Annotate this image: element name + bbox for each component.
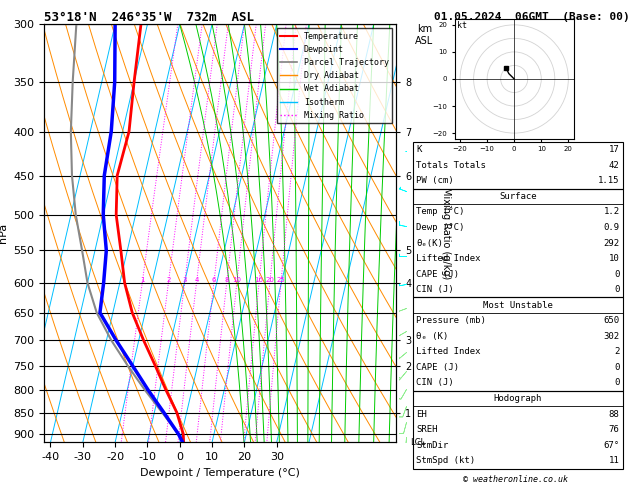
- Text: 302: 302: [603, 332, 620, 341]
- Text: 3: 3: [182, 277, 187, 283]
- Text: 2: 2: [166, 277, 170, 283]
- Text: 01.05.2024  06GMT  (Base: 00): 01.05.2024 06GMT (Base: 00): [433, 12, 629, 22]
- Text: Lifted Index: Lifted Index: [416, 254, 481, 263]
- Text: Lifted Index: Lifted Index: [416, 347, 481, 356]
- Text: Temp (°C): Temp (°C): [416, 208, 465, 216]
- Text: StmSpd (kt): StmSpd (kt): [416, 456, 476, 465]
- Text: 67°: 67°: [603, 441, 620, 450]
- Text: PW (cm): PW (cm): [416, 176, 454, 185]
- Text: StmDir: StmDir: [416, 441, 448, 450]
- Text: 292: 292: [603, 239, 620, 247]
- Text: 88: 88: [609, 410, 620, 418]
- Text: CIN (J): CIN (J): [416, 285, 454, 294]
- Text: 1: 1: [140, 277, 145, 283]
- Text: Dewp (°C): Dewp (°C): [416, 223, 465, 232]
- Text: 11: 11: [609, 456, 620, 465]
- Text: θₑ(K): θₑ(K): [416, 239, 443, 247]
- Text: 76: 76: [609, 425, 620, 434]
- Text: K: K: [416, 145, 422, 154]
- Text: Surface: Surface: [499, 192, 537, 201]
- Text: LCL: LCL: [410, 438, 425, 447]
- Text: θₑ (K): θₑ (K): [416, 332, 448, 341]
- Text: km
ASL: km ASL: [415, 24, 433, 46]
- Text: 0: 0: [614, 270, 620, 278]
- Y-axis label: hPa: hPa: [0, 223, 8, 243]
- Text: 20: 20: [265, 277, 274, 283]
- Text: © weatheronline.co.uk: © weatheronline.co.uk: [464, 474, 568, 484]
- Text: Hodograph: Hodograph: [494, 394, 542, 403]
- Text: 2: 2: [614, 347, 620, 356]
- Text: 0: 0: [614, 379, 620, 387]
- Text: kt: kt: [457, 20, 467, 30]
- Text: 1.2: 1.2: [603, 208, 620, 216]
- Text: Mixing Ratio (g/kg): Mixing Ratio (g/kg): [440, 187, 450, 279]
- Text: SREH: SREH: [416, 425, 438, 434]
- Text: 650: 650: [603, 316, 620, 325]
- Text: 0.9: 0.9: [603, 223, 620, 232]
- Text: 16: 16: [255, 277, 264, 283]
- Text: 1.15: 1.15: [598, 176, 620, 185]
- Text: 8: 8: [225, 277, 229, 283]
- Text: Pressure (mb): Pressure (mb): [416, 316, 486, 325]
- Text: 42: 42: [609, 161, 620, 170]
- Text: Most Unstable: Most Unstable: [483, 301, 553, 310]
- Text: EH: EH: [416, 410, 427, 418]
- Text: CAPE (J): CAPE (J): [416, 363, 459, 372]
- Text: 0: 0: [614, 363, 620, 372]
- Text: 10: 10: [609, 254, 620, 263]
- Text: 4: 4: [194, 277, 199, 283]
- Text: 53°18'N  246°35'W  732m  ASL: 53°18'N 246°35'W 732m ASL: [44, 11, 254, 24]
- Text: 6: 6: [211, 277, 216, 283]
- Text: CIN (J): CIN (J): [416, 379, 454, 387]
- Text: Totals Totals: Totals Totals: [416, 161, 486, 170]
- Text: 10: 10: [232, 277, 242, 283]
- Text: 25: 25: [277, 277, 286, 283]
- X-axis label: Dewpoint / Temperature (°C): Dewpoint / Temperature (°C): [140, 468, 300, 478]
- Text: CAPE (J): CAPE (J): [416, 270, 459, 278]
- Legend: Temperature, Dewpoint, Parcel Trajectory, Dry Adiabat, Wet Adiabat, Isotherm, Mi: Temperature, Dewpoint, Parcel Trajectory…: [277, 29, 392, 123]
- Text: 17: 17: [609, 145, 620, 154]
- Text: 0: 0: [614, 285, 620, 294]
